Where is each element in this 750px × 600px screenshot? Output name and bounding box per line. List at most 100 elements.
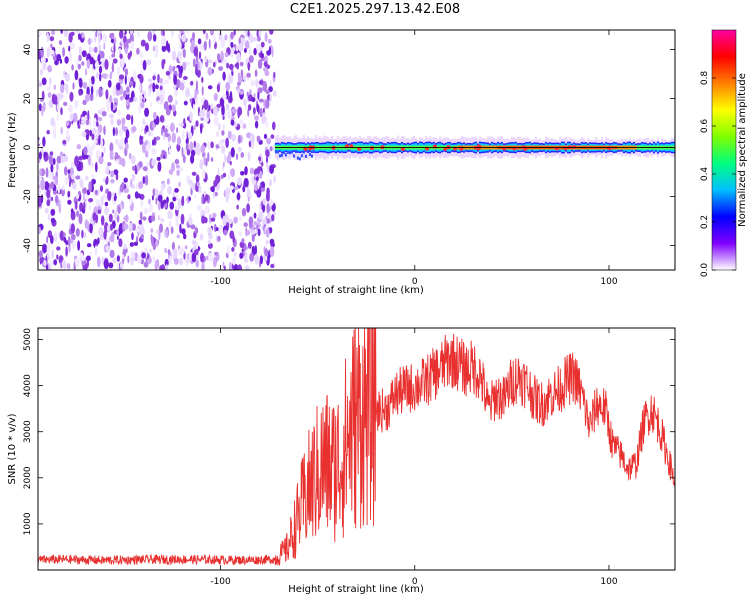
- spectrogram-noise-cell: [240, 37, 246, 43]
- spectrogram-noise-cell: [164, 247, 167, 254]
- spectrogram-noise-cell: [64, 155, 69, 162]
- spectrogram-noise-cell: [78, 77, 83, 88]
- spectrogram-noise-cell: [181, 228, 186, 235]
- spectrogram-noise-cell: [76, 144, 82, 150]
- spectrogram-noise-cell: [248, 140, 252, 148]
- spectrogram-noise-cell: [109, 95, 113, 104]
- spectrogram-noise-cell: [176, 127, 179, 134]
- spectrogram-noise-cell: [257, 36, 261, 42]
- spectrogram-noise-cell: [129, 81, 134, 87]
- spectrogram-noise-cell: [218, 122, 221, 131]
- spectrogram-noise-cell: [141, 90, 146, 95]
- spectrogram-noise-cell: [216, 83, 220, 93]
- spectrogram-noise-cell: [257, 228, 261, 236]
- spectrogram-noise-cell: [142, 59, 147, 71]
- spectrogram-noise-cell: [116, 82, 121, 91]
- spectrogram-noise-cell: [179, 223, 182, 234]
- spectrogram-noise-cell: [157, 100, 161, 105]
- spectrogram-noise-cell: [62, 140, 67, 145]
- spectrogram-noise-cell: [247, 30, 250, 37]
- spectrogram-noise-cell: [112, 209, 115, 214]
- spectrogram-noise-cell: [218, 66, 224, 71]
- spectrogram-noise-cell: [39, 168, 43, 177]
- spectrogram-noise-cell: [72, 112, 78, 123]
- spectrogram-noise-cell: [223, 265, 226, 270]
- spectrogram-noise-cell: [191, 171, 197, 176]
- spectrogram-noise-cell: [155, 198, 158, 205]
- spectrogram-noise-cell: [52, 158, 56, 165]
- spectrogram-dip: [286, 150, 289, 154]
- spectrogram-noise-cell: [237, 146, 242, 153]
- spectrogram-noise-cell: [239, 61, 244, 67]
- spectrogram-noise-cell: [177, 198, 182, 210]
- spectrogram-noise-cell: [248, 220, 253, 229]
- spectrogram-x-label: Height of straight line (km): [288, 285, 424, 296]
- spectrogram-noise-cell: [232, 256, 236, 266]
- spectrogram-noise-cell: [102, 87, 105, 96]
- spectrogram-noise-cell: [226, 62, 230, 69]
- spectrogram-noise-cell: [87, 110, 90, 121]
- spectrogram-noise-cell: [236, 192, 241, 201]
- spectrogram-noise-cell: [247, 241, 252, 249]
- spectrogram-noise-cell: [231, 134, 236, 142]
- spectrogram-noise-cell: [210, 103, 214, 110]
- spectrogram-noise-cell: [98, 227, 104, 237]
- spectrogram-noise-cell: [103, 230, 107, 240]
- spectrogram-noise-cell: [181, 246, 185, 255]
- spectrogram-noise-cell: [104, 201, 109, 207]
- spectrogram-noise-cell: [109, 72, 112, 80]
- spectrogram-noise-cell: [45, 167, 49, 178]
- spectrogram-noise-cell: [207, 226, 213, 235]
- colorbar-ticks: 0.0 0.2 0.4 0.6 0.8: [700, 71, 736, 277]
- spectrogram-noise-cell: [108, 113, 115, 119]
- spectrogram-noise-cell: [166, 178, 170, 185]
- spectrogram-noise-cell: [190, 80, 194, 86]
- spectrogram-noise-cell: [202, 30, 206, 35]
- spectrogram-noise-cell: [250, 79, 255, 87]
- spectrogram-peak-dot: [432, 144, 437, 149]
- spectrogram-noise-cell: [145, 150, 149, 158]
- spectrogram-noise-cell: [207, 152, 210, 162]
- spectrogram-noise-cell: [129, 50, 132, 57]
- spectrogram-noise-cell: [127, 255, 130, 264]
- spectrogram-noise-cell: [256, 43, 262, 54]
- spectrogram-noise-cell: [220, 37, 225, 49]
- spectrogram-noise-cell: [142, 176, 146, 184]
- spectrogram-dip: [290, 150, 293, 154]
- spectrogram-noise-cell: [100, 215, 105, 226]
- spectrogram-noise-cell: [125, 142, 129, 151]
- spectrogram-noise-cell: [98, 44, 102, 50]
- spectrogram-noise-cell: [63, 232, 66, 238]
- spectrogram-noise-cell: [147, 78, 153, 83]
- spectrogram-noise-cell: [197, 38, 202, 45]
- snr-x-label: Height of straight line (km): [288, 584, 424, 595]
- spectrogram-noise-cell: [69, 113, 74, 122]
- spectrogram-noise-cell: [103, 42, 106, 50]
- spectrogram-noise-cell: [230, 41, 234, 48]
- spectrogram-noise-cell: [83, 232, 87, 238]
- spectrogram-noise-cell: [182, 61, 187, 71]
- spectrogram-noise-cell: [152, 243, 156, 251]
- spectrogram-dip: [278, 154, 281, 158]
- spectrogram-noise-cell: [77, 63, 81, 70]
- spectrogram-peak-dot: [369, 146, 374, 151]
- spectrogram-noise-cell: [165, 70, 171, 76]
- spectrogram-noise-cell: [71, 233, 76, 241]
- spectrogram-noise-cell: [84, 193, 88, 200]
- spectrogram-y-tick-label: 20: [23, 93, 33, 105]
- spectrogram-noise-cell: [112, 58, 118, 64]
- spectrogram-noise-cell: [168, 255, 173, 265]
- spectrogram-noise-cell: [256, 103, 259, 113]
- spectrogram-noise-cell: [106, 211, 109, 219]
- spectrogram-noise-cell: [233, 252, 237, 257]
- spectrogram-noise-cell: [58, 204, 61, 214]
- spectrogram-noise-cell: [160, 30, 163, 36]
- spectrogram-noise-cell: [124, 68, 128, 77]
- spectrogram-noise-cell: [142, 166, 148, 172]
- spectrogram-noise-cell: [254, 254, 260, 265]
- spectrogram-noise-cell: [39, 256, 45, 264]
- spectrogram-noise-cell: [42, 136, 46, 147]
- spectrogram-noise-cell: [137, 254, 142, 265]
- spectrogram-noise-cell: [84, 219, 89, 230]
- spectrogram-noise-cell: [237, 177, 242, 186]
